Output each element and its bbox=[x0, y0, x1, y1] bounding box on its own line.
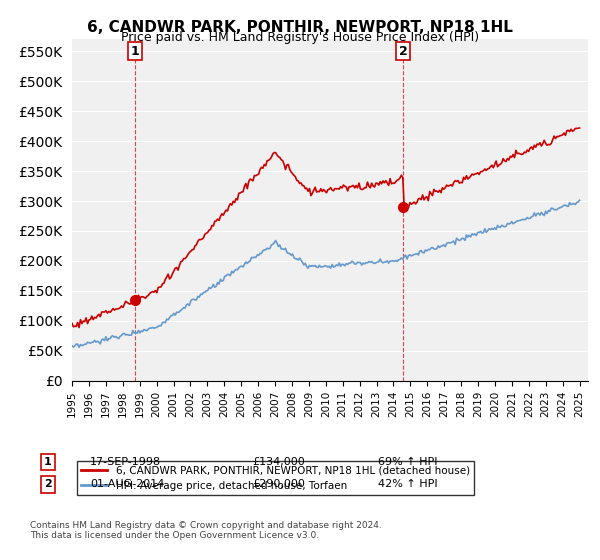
Text: 2: 2 bbox=[44, 479, 52, 489]
Text: Price paid vs. HM Land Registry's House Price Index (HPI): Price paid vs. HM Land Registry's House … bbox=[121, 31, 479, 44]
Text: 1: 1 bbox=[131, 45, 139, 58]
Text: 6, CANDWR PARK, PONTHIR, NEWPORT, NP18 1HL: 6, CANDWR PARK, PONTHIR, NEWPORT, NP18 1… bbox=[87, 20, 513, 35]
Text: 1: 1 bbox=[44, 457, 52, 467]
Text: 2: 2 bbox=[399, 45, 407, 58]
Text: £134,000: £134,000 bbox=[252, 457, 305, 467]
Text: £290,000: £290,000 bbox=[252, 479, 305, 489]
Text: Contains HM Land Registry data © Crown copyright and database right 2024.
This d: Contains HM Land Registry data © Crown c… bbox=[30, 521, 382, 540]
Text: 42% ↑ HPI: 42% ↑ HPI bbox=[378, 479, 437, 489]
Text: 69% ↑ HPI: 69% ↑ HPI bbox=[378, 457, 437, 467]
Text: 17-SEP-1998: 17-SEP-1998 bbox=[90, 457, 161, 467]
Text: 01-AUG-2014: 01-AUG-2014 bbox=[90, 479, 164, 489]
Legend: 6, CANDWR PARK, PONTHIR, NEWPORT, NP18 1HL (detached house), HPI: Average price,: 6, CANDWR PARK, PONTHIR, NEWPORT, NP18 1… bbox=[77, 461, 474, 494]
